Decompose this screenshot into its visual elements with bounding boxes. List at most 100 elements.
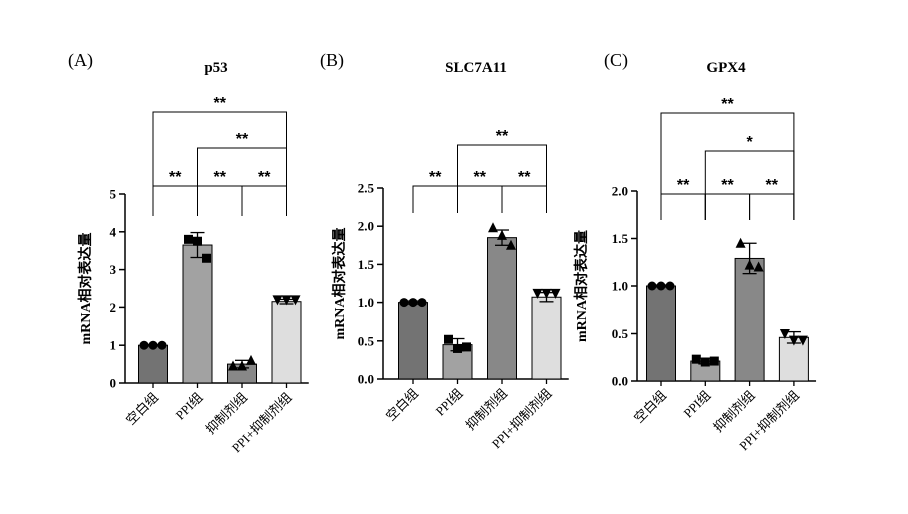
y-axis-label: mRNA相对表达量	[573, 230, 590, 342]
panel-label: (B)	[320, 50, 344, 71]
bar	[182, 244, 213, 384]
data-point	[779, 329, 790, 339]
significance-bracket	[412, 185, 458, 213]
bar	[138, 344, 168, 384]
y-tick-label: 1.0	[358, 295, 374, 310]
data-point	[281, 295, 292, 306]
chart-title: SLC7A11	[445, 60, 507, 76]
data-point	[228, 360, 238, 371]
y-tick-label: 0.5	[358, 333, 375, 348]
data-point	[148, 340, 158, 350]
y-tick-label: 2	[110, 300, 117, 315]
data-point	[797, 335, 808, 346]
chart-title: p53	[204, 60, 227, 76]
significance-label: **	[169, 169, 182, 186]
y-axis-label: mRNA相对表达量	[331, 228, 348, 340]
data-point	[753, 261, 764, 272]
significance-label: **	[214, 169, 227, 186]
significance-bracket	[457, 185, 503, 213]
chart-panel-2: (B) SLC7A11 mRNA相对表达量 0.0 0.5 1.0 1.5 2.0 2.5 空白组…	[320, 50, 569, 451]
data-point	[246, 354, 256, 365]
y-tick-label: 1.5	[358, 257, 375, 272]
data-point	[444, 334, 453, 344]
data-point	[700, 357, 710, 367]
data-point	[506, 239, 516, 250]
x-tick-label: 空白组	[631, 388, 669, 426]
data-point	[709, 356, 719, 366]
panel-label: (C)	[604, 50, 628, 71]
bar	[646, 285, 676, 382]
data-point	[202, 253, 211, 263]
y-axis-label: mRNA相对表达量	[77, 233, 94, 345]
data-point	[408, 298, 418, 308]
y-tick-label: 0	[110, 376, 117, 391]
y-tick-label: 5	[110, 187, 117, 202]
significance-label: **	[518, 169, 531, 186]
data-point	[417, 298, 427, 308]
data-point	[157, 340, 167, 350]
x-tick-label: 空白组	[383, 386, 421, 424]
significance-label: **	[236, 131, 249, 148]
y-tick-label: 1.0	[612, 279, 628, 294]
data-point	[497, 229, 507, 240]
significance-bracket	[749, 193, 795, 220]
panel-label: (A)	[68, 50, 93, 71]
data-point	[290, 295, 301, 306]
significance-bracket	[501, 185, 547, 213]
data-point	[656, 281, 666, 291]
x-tick-label: PPI组	[173, 390, 206, 423]
data-point	[488, 222, 498, 233]
data-point	[541, 288, 552, 299]
significance-label: **	[258, 169, 271, 186]
y-tick-label: 1.5	[612, 231, 629, 246]
data-point	[550, 288, 561, 299]
data-point	[453, 343, 462, 353]
x-tick-label: 空白组	[123, 390, 161, 428]
y-tick-label: 4	[110, 224, 117, 239]
x-tick-label: PPI组	[433, 386, 466, 419]
y-tick-label: 2.0	[358, 219, 374, 234]
data-point	[184, 234, 193, 244]
significance-label: **	[474, 169, 487, 186]
bar	[487, 237, 517, 380]
y-tick-label: 0.0	[612, 374, 628, 389]
data-point	[665, 281, 675, 291]
data-point	[139, 340, 149, 350]
significance-bracket	[660, 112, 795, 220]
data-point	[788, 335, 799, 346]
data-point	[532, 288, 543, 299]
y-tick-label: 3	[110, 262, 117, 277]
data-point	[647, 281, 657, 291]
significance-bracket	[241, 185, 287, 216]
significance-label: **	[429, 169, 442, 186]
bar	[398, 302, 428, 380]
y-tick-label: 2.5	[358, 181, 375, 196]
significance-label: **	[721, 96, 734, 113]
data-point	[237, 360, 247, 371]
bar	[734, 257, 765, 382]
data-point	[193, 236, 202, 246]
significance-bracket	[152, 185, 198, 216]
bar	[271, 301, 302, 384]
data-point	[691, 354, 701, 364]
data-point	[462, 342, 471, 352]
y-tick-label: 1	[110, 338, 117, 353]
significance-bracket	[704, 193, 751, 220]
significance-label: **	[721, 177, 734, 194]
significance-label: **	[677, 177, 690, 194]
bar	[531, 296, 562, 380]
significance-label: **	[496, 128, 509, 145]
significance-label: *	[746, 134, 753, 151]
y-tick-label: 0.5	[612, 326, 629, 341]
significance-bracket	[197, 185, 243, 216]
data-point	[735, 237, 746, 248]
data-point	[399, 298, 409, 308]
data-point	[744, 259, 755, 270]
significance-label: **	[766, 177, 779, 194]
significance-label: **	[214, 95, 227, 112]
significance-bracket	[152, 111, 287, 216]
